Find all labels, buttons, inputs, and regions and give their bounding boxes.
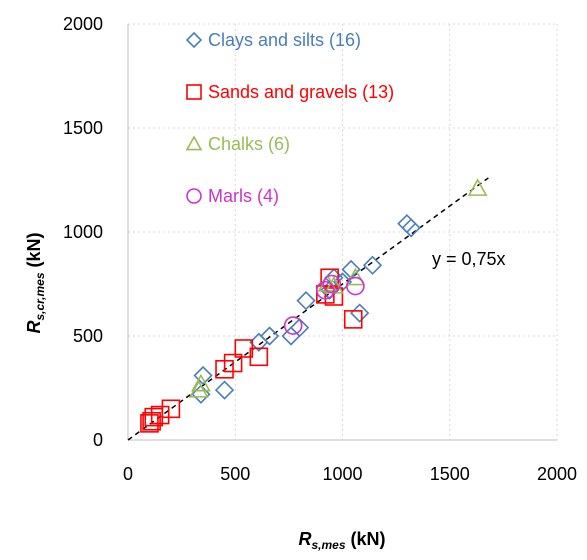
x-tick-label: 2000	[537, 464, 577, 484]
x-axis-title-sub: s,mes	[311, 538, 345, 552]
legend-marker-triangle	[185, 135, 203, 151]
legend-marker-square	[186, 84, 202, 100]
data-point-circle	[322, 274, 342, 294]
tick-labels: 0 500 1000 1500 2000 0 500 1000 1500 2000	[63, 14, 577, 484]
data-point-diamond	[289, 318, 310, 338]
data-point-triangle	[467, 178, 488, 196]
y-tick-label: 1500	[63, 118, 103, 138]
y-axis-title-unit: (kN)	[24, 232, 44, 272]
data-point-triangle	[188, 379, 209, 398]
legend-label: Sands and gravels (13)	[208, 82, 394, 102]
x-tick-label: 1000	[322, 464, 362, 484]
x-tick-label: 1500	[430, 464, 470, 484]
data-points	[140, 178, 488, 433]
x-tick-label: 0	[123, 464, 133, 484]
data-point-circle	[283, 316, 303, 335]
x-axis-title-unit: (kN)	[346, 529, 386, 549]
legend-label: Chalks (6)	[208, 134, 290, 154]
trendline	[127, 177, 489, 441]
legend-marker-circle	[186, 188, 202, 204]
data-point-diamond	[350, 303, 370, 323]
x-tick-label: 500	[220, 464, 250, 484]
x-axis-title-main: R	[298, 529, 311, 549]
data-point-diamond	[259, 326, 280, 346]
data-point-circle	[316, 280, 335, 300]
legend-marker-diamond	[185, 31, 203, 49]
data-point-diamond	[214, 380, 235, 400]
data-point-circle	[346, 276, 365, 296]
x-axis-title: Rs,mes (kN)	[298, 529, 385, 552]
data-point-square	[142, 411, 161, 431]
axes	[127, 24, 557, 441]
y-tick-label: 2000	[63, 14, 103, 34]
y-axis-title: Rs,cr,mes (kN)	[24, 232, 47, 333]
data-point-diamond	[362, 255, 383, 275]
trendline-label: y = 0,75x	[432, 249, 506, 269]
y-axis-title-sub: s,cr,mes	[33, 272, 47, 320]
data-point-diamond	[401, 218, 421, 238]
y-axis-title-main: R	[24, 321, 44, 334]
gridlines	[128, 23, 558, 440]
data-point-diamond	[296, 291, 316, 311]
data-point-square	[223, 353, 243, 373]
data-point-triangle	[191, 373, 211, 392]
y-tick-label: 1000	[63, 222, 103, 242]
legend-label: Marls (4)	[208, 186, 279, 206]
legend-label: Clays and silts (16)	[208, 30, 361, 50]
data-point-square	[343, 310, 363, 329]
data-point-square	[161, 399, 181, 419]
legend: Clays and silts (16) Sands and gravels (1…	[185, 30, 394, 206]
y-tick-label: 500	[73, 326, 103, 346]
data-point-diamond	[193, 365, 213, 386]
y-tick-label: 0	[93, 430, 103, 450]
trendline-group	[127, 177, 489, 441]
data-point-square	[249, 347, 269, 367]
data-point-triangle	[345, 267, 366, 286]
